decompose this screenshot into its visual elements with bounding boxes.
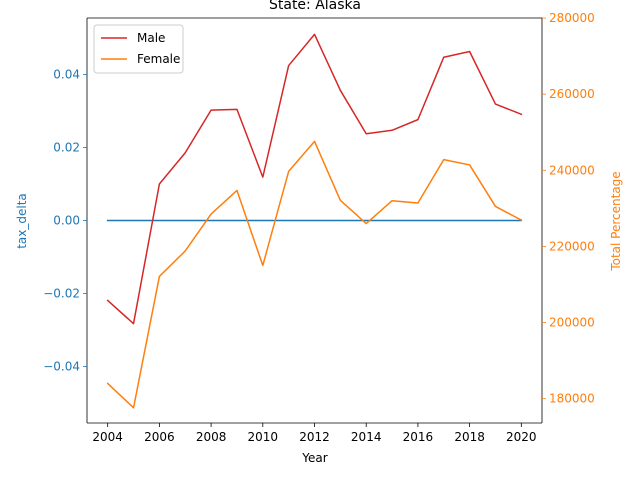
x-tick-label: 2014 [351,430,382,444]
series-line-female [106,140,523,409]
right-tick-label: 200000 [549,316,595,330]
right-tick-label: 240000 [549,163,595,177]
legend-box [93,24,184,74]
right-tick-label: 220000 [549,239,595,253]
x-tick-label: 2018 [454,430,485,444]
series-line-male [106,33,523,325]
left-tick-label: −0.02 [43,286,80,300]
x-tick-label: 2016 [403,430,434,444]
chart-title: State: Alaska [269,0,361,13]
x-tick-label: 2010 [248,430,279,444]
x-tick-label: 2012 [299,430,330,444]
x-tick-label: 2020 [506,430,537,444]
x-axis-label: Year [301,451,327,465]
x-tick-label: 2006 [144,430,175,444]
legend-label-female: Female [137,52,180,66]
left-tick-label: −0.04 [43,359,80,373]
right-tick-label: 180000 [549,392,595,406]
legend-label-male: Male [137,31,165,45]
left-axis-label: tax_delta [15,193,29,249]
right-axis-label: Total Percentage [609,171,623,271]
x-tick-label: 2004 [92,430,123,444]
left-tick-label: 0.02 [53,141,80,155]
x-tick-label: 2008 [196,430,227,444]
left-tick-label: 0.04 [53,68,80,82]
right-tick-label: 260000 [549,87,595,101]
right-tick-label: 280000 [549,11,595,25]
left-tick-label: 0.00 [53,214,80,228]
